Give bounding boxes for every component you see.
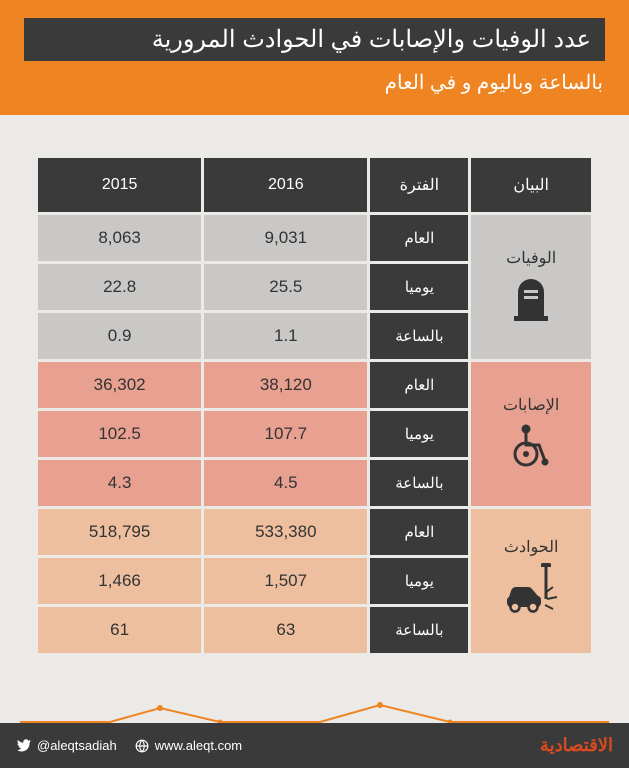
- table-header-row: البيان الفترة 2016 2015: [38, 158, 591, 212]
- globe-icon: [135, 739, 149, 753]
- table-row: الحوادث العام533,380518,795: [38, 509, 591, 555]
- value-2015: 36,302: [38, 362, 201, 408]
- period-cell: يوميا: [370, 558, 468, 604]
- value-2015: 8,063: [38, 215, 201, 261]
- value-2015: 22.8: [38, 264, 201, 310]
- header: عدد الوفيات والإصابات في الحوادث المروري…: [0, 0, 629, 115]
- website-url: www.aleqt.com: [155, 738, 242, 753]
- value-2016: 4.5: [204, 460, 367, 506]
- value-2015: 4.3: [38, 460, 201, 506]
- twitter-link[interactable]: @aleqtsadiah: [16, 738, 117, 753]
- category-label: الحوادث: [504, 537, 559, 557]
- category-cell: الحوادث: [471, 509, 591, 653]
- period-cell: بالساعة: [370, 607, 468, 653]
- value-2016: 1,507: [204, 558, 367, 604]
- value-2016: 533,380: [204, 509, 367, 555]
- category-label: الوفيات: [506, 248, 556, 268]
- value-2016: 1.1: [204, 313, 367, 359]
- twitter-handle: @aleqtsadiah: [37, 738, 117, 753]
- value-2016: 107.7: [204, 411, 367, 457]
- period-cell: بالساعة: [370, 313, 468, 359]
- period-cell: العام: [370, 362, 468, 408]
- twitter-icon: [16, 738, 31, 753]
- page-subtitle: بالساعة وباليوم و في العام: [385, 70, 603, 95]
- col-category: البيان: [471, 158, 591, 212]
- stats-table: البيان الفترة 2016 2015 الوفياتالعام9,03…: [35, 155, 594, 656]
- category-label: الإصابات: [503, 395, 559, 415]
- period-cell: العام: [370, 215, 468, 261]
- value-2016: 38,120: [204, 362, 367, 408]
- website-link[interactable]: www.aleqt.com: [135, 738, 242, 753]
- value-2016: 9,031: [204, 215, 367, 261]
- period-cell: يوميا: [370, 411, 468, 457]
- period-cell: العام: [370, 509, 468, 555]
- table-row: الإصاباتالعام38,12036,302: [38, 362, 591, 408]
- value-2015: 102.5: [38, 411, 201, 457]
- brand-logo: الاقتصادية: [540, 735, 613, 756]
- value-2016: 63: [204, 607, 367, 653]
- table-row: الوفياتالعام9,0318,063: [38, 215, 591, 261]
- table-container: البيان الفترة 2016 2015 الوفياتالعام9,03…: [0, 115, 629, 656]
- tombstone-icon: [510, 274, 552, 327]
- value-2015: 1,466: [38, 558, 201, 604]
- category-cell: الوفيات: [471, 215, 591, 359]
- col-2015: 2015: [38, 158, 201, 212]
- period-cell: بالساعة: [370, 460, 468, 506]
- footer: الاقتصادية @aleqtsadiah www.aleqt.com: [0, 723, 629, 768]
- footer-links: @aleqtsadiah www.aleqt.com: [16, 738, 242, 753]
- category-cell: الإصابات: [471, 362, 591, 506]
- value-2015: 518,795: [38, 509, 201, 555]
- value-2016: 25.5: [204, 264, 367, 310]
- car-crash-icon: [501, 563, 561, 626]
- col-period: الفترة: [370, 158, 468, 212]
- value-2015: 61: [38, 607, 201, 653]
- col-2016: 2016: [204, 158, 367, 212]
- page-title: عدد الوفيات والإصابات في الحوادث المروري…: [24, 18, 605, 61]
- wheelchair-icon: [509, 421, 553, 474]
- value-2015: 0.9: [38, 313, 201, 359]
- period-cell: يوميا: [370, 264, 468, 310]
